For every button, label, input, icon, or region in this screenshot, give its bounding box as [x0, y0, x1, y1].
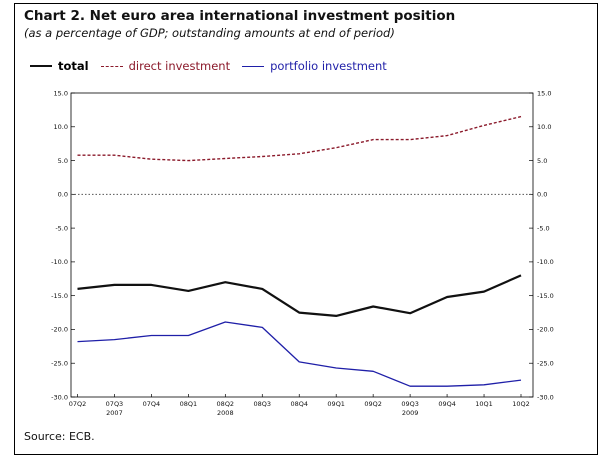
y-tick-label-right: 0.0: [537, 191, 547, 199]
series-line-direct-investment: [77, 115, 522, 162]
chart-subtitle: (as a percentage of GDP; outstanding amo…: [24, 26, 395, 40]
y-tick-label-right: -5.0: [537, 224, 550, 232]
y-tick-label-right: -20.0: [537, 326, 554, 334]
x-tick-label: 10Q2: [512, 400, 530, 408]
legend-swatch-direct-investment: [100, 65, 123, 67]
x-tick-label: 08Q4: [290, 400, 308, 408]
legend-swatch-portfolio-investment: [242, 65, 265, 67]
y-tick-label-right: 5.0: [537, 157, 547, 165]
y-tick-label-left: 0.0: [58, 191, 68, 199]
plot-area: [70, 92, 534, 398]
x-tick-label: 09Q3: [401, 400, 419, 408]
y-tick-label-right: -25.0: [537, 360, 554, 368]
y-tick-label-right: 15.0: [537, 89, 551, 97]
y-tick-label-left: 10.0: [54, 123, 68, 131]
source-note: Source: ECB.: [24, 430, 95, 443]
x-tick-label: 07Q3: [106, 400, 124, 408]
y-tick-label-left: -25.0: [51, 360, 68, 368]
x-tick-label: 09Q2: [364, 400, 382, 408]
x-tick-label: 08Q2: [217, 400, 235, 408]
legend-swatch-total: [30, 65, 52, 67]
x-tick-label: 07Q2: [69, 400, 87, 408]
y-tick-label-right: 10.0: [537, 123, 551, 131]
y-tick-label-left: -20.0: [51, 326, 68, 334]
legend-label-direct-investment: direct investment: [128, 59, 231, 73]
chart-title: Chart 2. Net euro area international inv…: [24, 8, 456, 24]
y-tick-label-left: -30.0: [51, 393, 68, 401]
x-year-label: 2009: [402, 409, 419, 417]
chart-legend: total direct investment portfolio invest…: [30, 58, 399, 74]
series-line-portfolio-investment: [77, 321, 522, 387]
x-tick-label: 08Q1: [180, 400, 198, 408]
chart-frame: [14, 3, 598, 455]
y-tick-label-left: 5.0: [58, 157, 68, 165]
x-tick-label: 09Q1: [327, 400, 345, 408]
legend-label-portfolio-investment: portfolio investment: [270, 59, 387, 73]
y-tick-label-right: -10.0: [537, 258, 554, 266]
y-tick-label-left: -10.0: [51, 258, 68, 266]
x-tick-label: 08Q3: [254, 400, 272, 408]
y-tick-label-left: -5.0: [55, 224, 68, 232]
x-year-label: 2007: [106, 409, 123, 417]
x-tick-label: 07Q4: [143, 400, 161, 408]
x-tick-label: 10Q1: [475, 400, 493, 408]
series-line-total: [77, 274, 522, 317]
y-tick-label-left: -15.0: [51, 292, 68, 300]
legend-item-total: total: [30, 59, 89, 73]
legend-item-portfolio-investment: portfolio investment: [242, 59, 387, 73]
y-tick-label-right: -15.0: [537, 292, 554, 300]
y-tick-label-right: -30.0: [537, 393, 554, 401]
legend-item-direct-investment: direct investment: [100, 59, 231, 73]
y-tick-label-left: 15.0: [54, 89, 68, 97]
x-tick-label: 09Q4: [438, 400, 456, 408]
x-year-label: 2008: [217, 409, 234, 417]
legend-label-total: total: [58, 59, 89, 73]
